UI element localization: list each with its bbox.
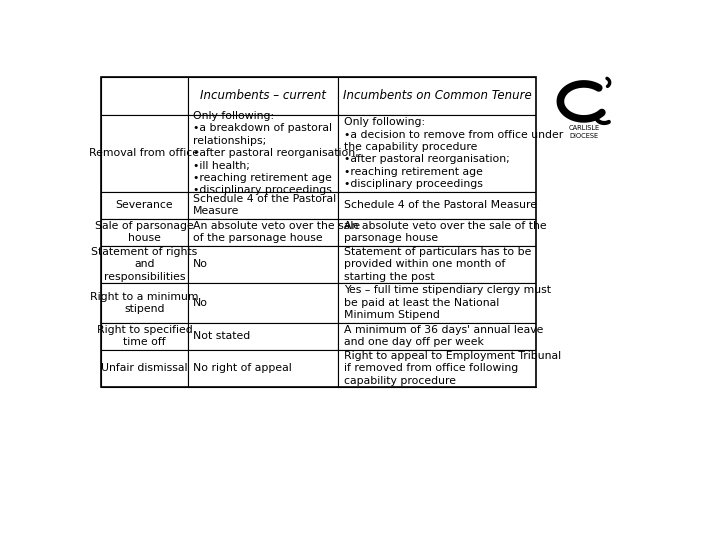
Text: Only following:
•a breakdown of pastoral
relationships;
•after pastoral reorgani: Only following: •a breakdown of pastoral… xyxy=(193,111,359,195)
Bar xyxy=(188,114,338,192)
Bar xyxy=(188,322,338,349)
Text: CARLISLE
DIOCESE: CARLISLE DIOCESE xyxy=(568,125,599,139)
Bar xyxy=(338,349,536,387)
Text: Right to a minimum
stipend: Right to a minimum stipend xyxy=(90,292,199,314)
Bar xyxy=(101,322,188,349)
Text: Unfair dismissal: Unfair dismissal xyxy=(101,363,188,373)
Bar xyxy=(101,192,188,219)
Bar xyxy=(188,219,338,246)
Bar xyxy=(101,283,188,322)
Text: No: No xyxy=(193,259,208,269)
Bar xyxy=(338,283,536,322)
Bar xyxy=(101,219,188,246)
Text: Incumbents on Common Tenure: Incumbents on Common Tenure xyxy=(343,90,532,103)
Bar xyxy=(338,322,536,349)
Bar xyxy=(101,349,188,387)
Text: No: No xyxy=(193,298,208,308)
Text: Statement of rights
and
responsibilities: Statement of rights and responsibilities xyxy=(91,247,197,282)
Text: Not stated: Not stated xyxy=(193,331,251,341)
Text: Only following:
•a decision to remove from office under
the capability procedure: Only following: •a decision to remove fr… xyxy=(344,117,563,189)
Bar xyxy=(188,192,338,219)
Text: An absolute veto over the sale
of the parsonage house: An absolute veto over the sale of the pa… xyxy=(193,221,360,244)
Text: Incumbents – current: Incumbents – current xyxy=(200,90,326,103)
Text: No right of appeal: No right of appeal xyxy=(193,363,292,373)
Text: Right to appeal to Employment Tribunal
if removed from office following
capabili: Right to appeal to Employment Tribunal i… xyxy=(344,351,561,386)
Bar xyxy=(338,114,536,192)
Bar xyxy=(188,77,338,114)
Text: Yes – full time stipendiary clergy must
be paid at least the National
Minimum St: Yes – full time stipendiary clergy must … xyxy=(344,286,551,320)
Bar xyxy=(188,349,338,387)
Bar xyxy=(101,114,188,192)
Bar xyxy=(338,219,536,246)
Bar xyxy=(188,246,338,283)
Bar xyxy=(536,77,660,387)
Text: An absolute veto over the sale of the
parsonage house: An absolute veto over the sale of the pa… xyxy=(344,221,546,244)
Text: Schedule 4 of the Pastoral
Measure: Schedule 4 of the Pastoral Measure xyxy=(193,194,336,217)
Text: Sale of parsonage
house: Sale of parsonage house xyxy=(95,221,194,244)
Text: Removal from office: Removal from office xyxy=(89,148,199,158)
Bar xyxy=(101,77,188,114)
Text: A minimum of 36 days' annual leave
and one day off per week: A minimum of 36 days' annual leave and o… xyxy=(344,325,544,347)
Text: Right to specified
time off: Right to specified time off xyxy=(96,325,192,347)
Bar xyxy=(338,246,536,283)
Text: Statement of particulars has to be
provided within one month of
starting the pos: Statement of particulars has to be provi… xyxy=(344,247,531,282)
Text: Severance: Severance xyxy=(116,200,174,210)
Bar xyxy=(101,77,536,387)
Bar xyxy=(338,77,536,114)
Bar xyxy=(101,246,188,283)
Bar xyxy=(338,192,536,219)
Bar xyxy=(188,283,338,322)
Text: Schedule 4 of the Pastoral Measure: Schedule 4 of the Pastoral Measure xyxy=(344,200,537,210)
